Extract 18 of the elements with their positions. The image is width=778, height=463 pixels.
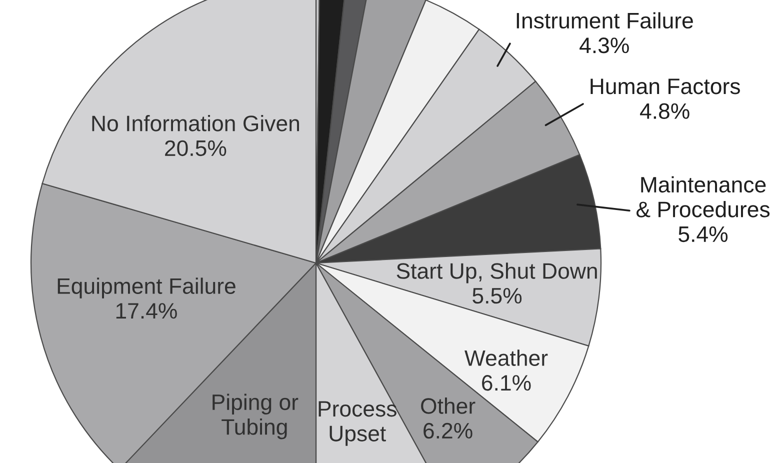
data-label: 4.3%	[580, 38, 629, 54]
data-label: 6.1%	[482, 374, 531, 391]
data-label: 20.5%	[165, 140, 226, 156]
slice-label: Weather	[464, 350, 548, 366]
data-label: 5.4%	[678, 226, 728, 242]
slice-label: Equipment Failure	[58, 278, 236, 298]
slice-label: Start Up, Shut Down	[396, 262, 597, 284]
slice-label: Instrument Failure	[516, 12, 693, 29]
slice-label: Maintenance & Procedures	[636, 176, 770, 218]
slice-label: No Information Given	[92, 115, 299, 132]
slice-label: Human Factors	[590, 78, 740, 94]
data-label: 17.4%	[116, 303, 177, 319]
data-label: 6.2%	[424, 422, 472, 439]
slice-label: Process Upset	[318, 401, 396, 446]
data-label: 5.5%	[472, 288, 522, 304]
slice-label: Other	[421, 398, 476, 414]
slice-label: Piping or Tubing	[212, 394, 298, 440]
data-label: 4.8%	[640, 103, 690, 119]
